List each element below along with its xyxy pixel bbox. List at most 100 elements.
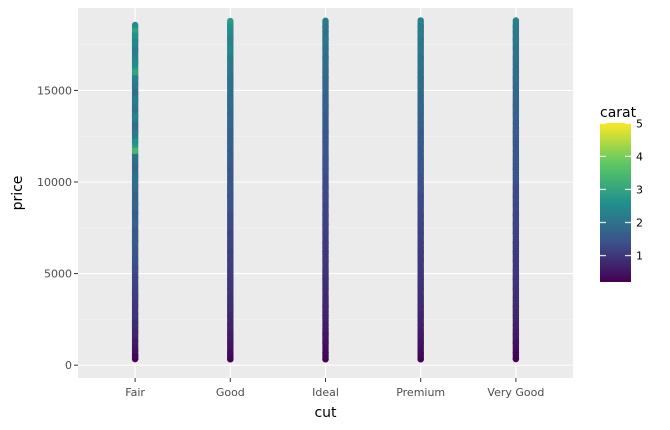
point xyxy=(322,83,329,90)
point xyxy=(131,352,139,360)
point xyxy=(417,17,424,24)
point xyxy=(131,319,139,327)
point xyxy=(322,184,329,191)
point xyxy=(512,45,520,52)
point xyxy=(322,74,329,81)
point xyxy=(417,101,424,109)
point xyxy=(227,184,234,191)
point xyxy=(131,182,139,189)
point xyxy=(417,339,424,347)
point xyxy=(227,211,234,219)
point xyxy=(512,239,520,246)
point xyxy=(131,26,139,34)
colorbar-tick-label: 5 xyxy=(636,117,643,130)
point xyxy=(417,330,424,338)
point xyxy=(227,239,234,246)
point xyxy=(322,54,329,61)
point xyxy=(417,230,424,237)
point xyxy=(322,129,329,136)
point xyxy=(512,101,520,109)
point xyxy=(512,294,520,301)
point xyxy=(512,266,520,274)
point xyxy=(131,129,139,136)
point xyxy=(512,92,520,100)
point xyxy=(417,92,424,100)
point xyxy=(512,165,520,173)
point xyxy=(131,81,139,89)
point xyxy=(322,349,329,356)
point xyxy=(417,303,424,310)
point xyxy=(227,193,234,200)
point xyxy=(227,111,234,118)
point xyxy=(131,264,139,272)
point xyxy=(512,349,520,356)
colorbar-gradient xyxy=(600,123,631,282)
point xyxy=(417,193,424,200)
point xyxy=(131,105,139,112)
point xyxy=(417,239,424,246)
point xyxy=(227,285,234,292)
point xyxy=(322,239,329,246)
point xyxy=(417,120,424,127)
point xyxy=(131,112,139,120)
x-tick-label: Very Good xyxy=(487,386,544,399)
colorbar-tick-label: 4 xyxy=(636,150,643,163)
point xyxy=(227,266,234,274)
point xyxy=(227,120,234,127)
point xyxy=(512,202,520,210)
point xyxy=(322,156,329,164)
point xyxy=(131,274,139,281)
colorbar-tick-label: 3 xyxy=(636,183,643,196)
point xyxy=(131,21,139,29)
point xyxy=(512,74,520,81)
point xyxy=(322,23,329,30)
point xyxy=(322,17,329,24)
point xyxy=(417,175,424,182)
point xyxy=(417,165,424,173)
point xyxy=(322,28,329,36)
point xyxy=(512,138,520,145)
point xyxy=(131,191,139,199)
point xyxy=(227,312,234,319)
point xyxy=(417,83,424,90)
point xyxy=(227,339,234,347)
point xyxy=(417,349,424,356)
point xyxy=(322,193,329,200)
point xyxy=(131,301,139,308)
point xyxy=(512,275,520,283)
point xyxy=(322,35,329,43)
point xyxy=(512,193,520,200)
colorbar-title: carat xyxy=(600,105,637,121)
point xyxy=(417,220,424,228)
point xyxy=(131,347,139,354)
point xyxy=(417,202,424,210)
point xyxy=(512,23,520,30)
point xyxy=(417,184,424,191)
point xyxy=(227,165,234,173)
point xyxy=(512,111,520,118)
point xyxy=(322,147,329,155)
point xyxy=(131,122,139,129)
point xyxy=(417,45,424,52)
point xyxy=(512,17,520,24)
point xyxy=(417,275,424,283)
point xyxy=(512,175,520,182)
point xyxy=(131,68,139,76)
point xyxy=(322,211,329,219)
point xyxy=(131,164,139,171)
point xyxy=(227,175,234,182)
point xyxy=(227,101,234,109)
point xyxy=(322,101,329,109)
point xyxy=(227,202,234,210)
point xyxy=(512,321,520,329)
point xyxy=(131,255,139,263)
y-axis-ticks: 0 5000 10000 15000 xyxy=(37,84,78,372)
point xyxy=(417,321,424,329)
point xyxy=(512,257,520,264)
point xyxy=(322,120,329,127)
point xyxy=(322,175,329,182)
point xyxy=(322,230,329,237)
point xyxy=(131,173,139,180)
y-tick-label: 0 xyxy=(65,359,72,372)
point xyxy=(322,202,329,210)
